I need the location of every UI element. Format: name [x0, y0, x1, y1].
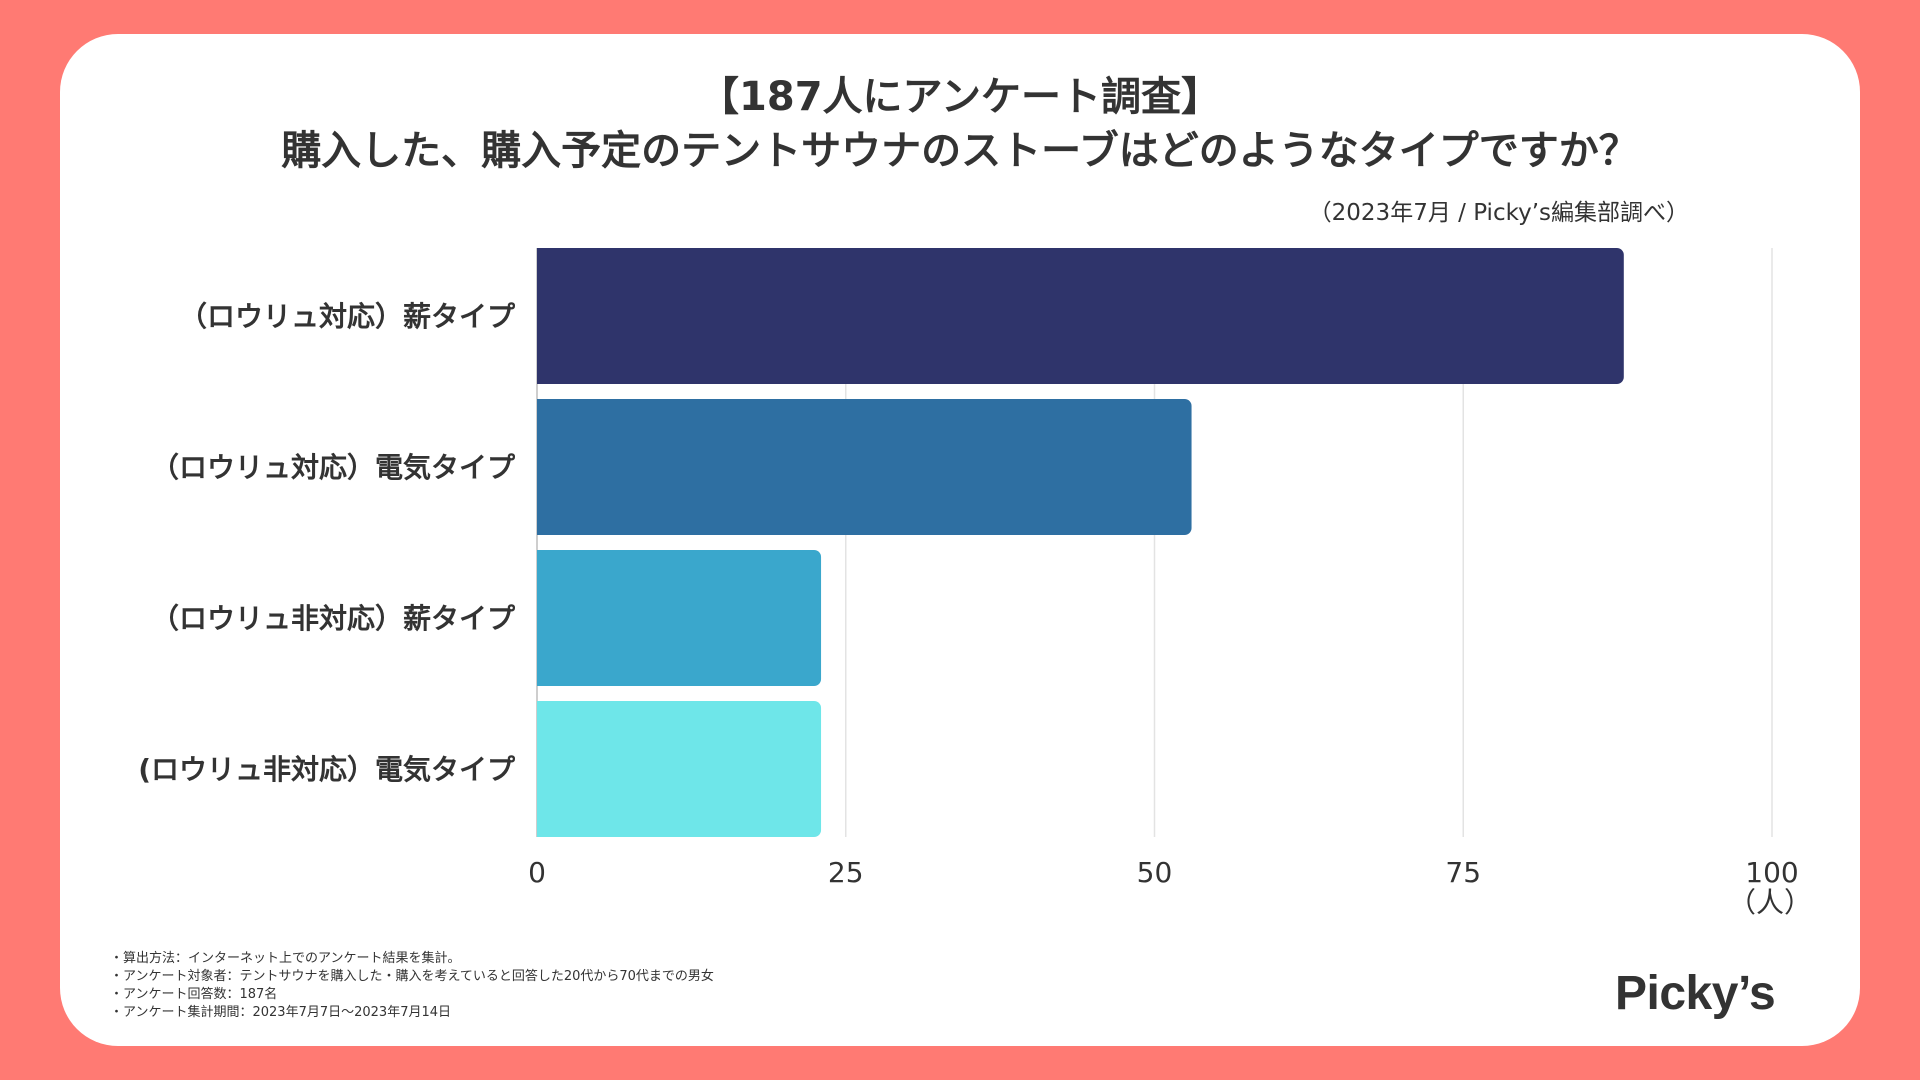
bar-edge-3	[537, 701, 547, 837]
footnote-period: ・アンケート集計期間：2023年7月7日〜2023年7月14日	[110, 1005, 452, 1020]
bar-edge-1	[537, 399, 547, 535]
category-labels: （ロウリュ対応）薪タイプ （ロウリュ対応）電気タイプ （ロウリュ非対応）薪タイプ (ロ…	[138, 300, 516, 786]
source-note: （2023年7月 / Picky’s編集部調べ）	[1308, 200, 1689, 226]
x-tick-label: 0	[528, 856, 546, 889]
footnote-count: ・アンケート回答数：187名	[110, 987, 278, 1002]
category-label: （ロウリュ非対応）薪タイプ	[151, 602, 516, 635]
bar-2	[537, 550, 822, 686]
x-tick-label: 100	[1745, 856, 1798, 889]
chart-title-line1: 【187人にアンケート調査】	[699, 74, 1221, 120]
bar-0	[537, 248, 1624, 384]
chart-title-line2: 購入した、購入予定のテントサウナのストーブはどのようなタイプですか？	[281, 128, 1639, 174]
bar-edge-0	[537, 248, 547, 384]
pickys-logo: Picky’s	[1615, 967, 1776, 1020]
category-label: (ロウリュ非対応）電気タイプ	[138, 753, 516, 786]
bar-1	[537, 399, 1192, 535]
x-axis-unit-label: （人）	[1728, 886, 1812, 919]
x-tick-label: 75	[1445, 856, 1481, 889]
x-tick-label: 50	[1137, 856, 1173, 889]
bar-3	[537, 701, 822, 837]
chart-card	[60, 34, 1860, 1046]
bar-edge-2	[537, 550, 547, 686]
x-axis-ticks: 0 25 50 75 100	[528, 856, 1799, 889]
category-label: （ロウリュ対応）薪タイプ	[179, 300, 516, 333]
footnote-method: ・算出方法：インターネット上でのアンケート結果を集計。	[110, 951, 461, 966]
bars	[537, 248, 1624, 837]
x-tick-label: 25	[828, 856, 864, 889]
category-label: （ロウリュ対応）電気タイプ	[151, 451, 516, 484]
footnote-target: ・アンケート対象者：テントサウナを購入した・購入を考えていると回答した20代から…	[110, 969, 714, 984]
footnotes: ・算出方法：インターネット上でのアンケート結果を集計。 ・アンケート対象者：テン…	[110, 950, 714, 1022]
